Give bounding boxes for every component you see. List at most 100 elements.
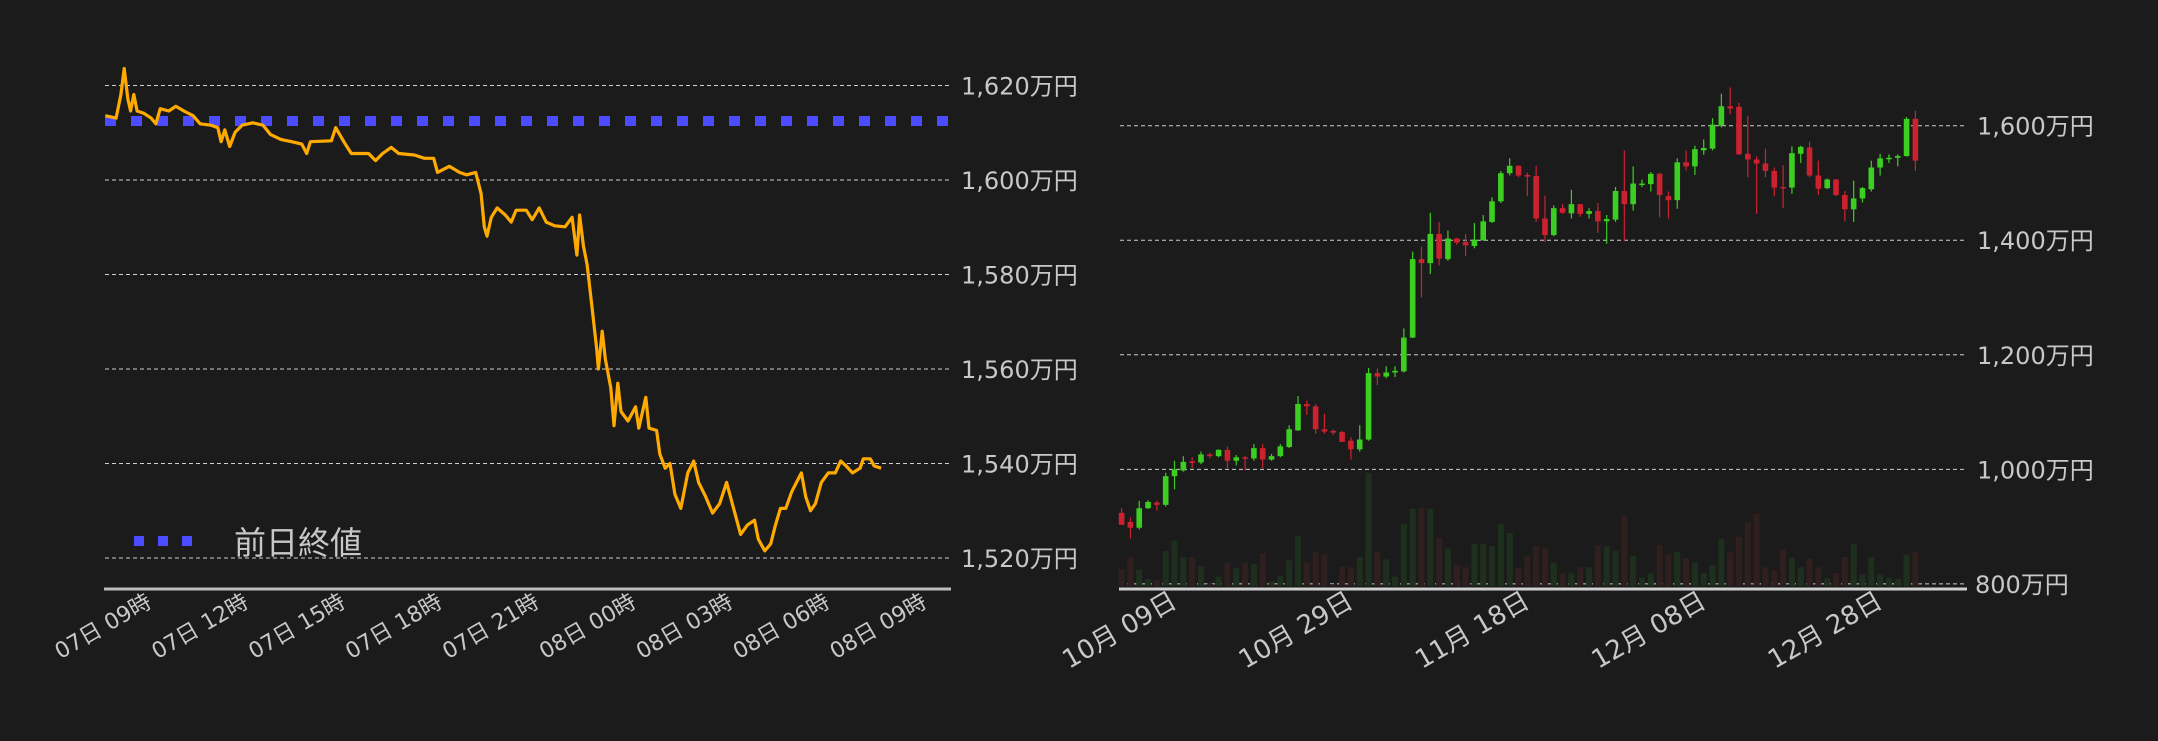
candle-body xyxy=(1365,373,1372,440)
candle-body xyxy=(1692,149,1698,167)
volume-bar xyxy=(1180,556,1187,586)
volume-bar xyxy=(1489,546,1496,586)
candle-body xyxy=(1842,194,1848,210)
candle-body xyxy=(1304,404,1310,407)
volume-bar xyxy=(1647,573,1654,586)
candle-body xyxy=(1877,158,1883,168)
volume-bar xyxy=(1621,515,1628,586)
candle-body xyxy=(1118,512,1125,525)
candle-body xyxy=(1295,404,1301,431)
candle-body xyxy=(1268,456,1275,460)
volume-bar xyxy=(1894,578,1901,586)
volume-bar xyxy=(1594,545,1601,586)
volume-bar xyxy=(1586,567,1593,586)
candle-body xyxy=(1506,165,1513,174)
volume-bar xyxy=(1612,550,1619,586)
volume-bar xyxy=(1224,562,1231,586)
candle-body xyxy=(1745,153,1751,160)
candle-body xyxy=(1833,179,1839,195)
volume-bar xyxy=(1136,569,1143,586)
candle-body xyxy=(1542,218,1548,236)
y-tick-label: 1,400万円 xyxy=(1977,227,2094,255)
volume-bar xyxy=(1295,535,1301,586)
candle-body xyxy=(1162,476,1169,505)
daily-candlestick-chart: 1,600万円 1,400万円 1,200万円 1,000万円 800万円 10月 09日… xyxy=(1058,87,2094,675)
candle-body xyxy=(1207,454,1213,457)
volume-bar xyxy=(1189,556,1196,586)
volume-bar xyxy=(1268,581,1275,586)
volume-bar xyxy=(1788,557,1795,586)
volume-bar xyxy=(1409,508,1416,586)
candle-body xyxy=(1648,173,1654,185)
candle-body xyxy=(1665,196,1672,201)
volume-bar xyxy=(1321,554,1328,586)
volume-bar xyxy=(1339,566,1346,586)
candle-body xyxy=(1392,370,1398,373)
price-line xyxy=(104,66,882,553)
volume-bar xyxy=(1171,540,1178,586)
candle-body xyxy=(1674,162,1681,201)
dotted-line-swatch-icon xyxy=(134,536,204,546)
volume-bar xyxy=(1436,537,1443,586)
volume-bar xyxy=(1418,507,1425,586)
candle-body xyxy=(1603,219,1610,222)
candle-body xyxy=(1797,146,1804,154)
volume-bar xyxy=(1330,584,1337,586)
candle-body xyxy=(1145,501,1151,509)
volume-bar xyxy=(1753,513,1760,586)
volume-bar xyxy=(1877,574,1884,586)
candle-body xyxy=(1824,179,1830,189)
volume-bar xyxy=(1744,522,1751,586)
volume-bar xyxy=(1400,523,1407,586)
volume-bar xyxy=(1356,556,1363,586)
volume-bar xyxy=(1630,556,1637,586)
candle-body xyxy=(1480,221,1487,241)
candle-body xyxy=(1180,461,1187,471)
volume-bar xyxy=(1506,533,1513,586)
x-tick-label: 07日 15時 xyxy=(245,590,350,665)
volume-bar xyxy=(1524,556,1531,586)
volume-bar xyxy=(1541,547,1548,586)
volume-bar xyxy=(1850,543,1857,586)
y-tick-label: 1,520万円 xyxy=(961,545,1078,573)
volume-bar xyxy=(1533,546,1540,586)
volume-bar xyxy=(1250,564,1257,586)
candle-body xyxy=(1683,162,1689,167)
candle-body xyxy=(1251,448,1257,459)
candle-body xyxy=(1806,147,1813,176)
candle-body xyxy=(1700,148,1707,151)
volume-bar xyxy=(1550,562,1557,586)
candle-body xyxy=(1401,337,1407,372)
volume-bar xyxy=(1118,569,1125,586)
candle-body xyxy=(1374,373,1381,377)
volume-bar xyxy=(1559,573,1566,586)
volume-bar xyxy=(1233,568,1240,586)
candle-body xyxy=(1242,457,1248,459)
volume-bar xyxy=(1806,558,1813,586)
volume-bar xyxy=(1471,543,1478,586)
candle-body xyxy=(1815,175,1822,189)
y-tick-label: 1,580万円 xyxy=(961,262,1078,290)
x-tick-label: 12月 08日 xyxy=(1587,586,1711,675)
x-tick-label: 07日 21時 xyxy=(438,590,543,665)
volume-bar xyxy=(1718,539,1725,586)
volume-bar xyxy=(1859,574,1866,586)
x-tick-label: 12月 28日 xyxy=(1763,586,1887,675)
volume-bar xyxy=(1797,567,1804,586)
volume-bar xyxy=(1259,553,1266,586)
x-tick-label: 08日 06時 xyxy=(729,590,834,665)
volume-bar xyxy=(1780,549,1787,586)
candle-body xyxy=(1427,233,1434,264)
candle-body xyxy=(1771,170,1778,188)
legend-label-previous-close: 前日終値 xyxy=(234,524,363,562)
volume-bar xyxy=(1153,580,1160,586)
y-tick-label: 1,600万円 xyxy=(1977,113,2094,141)
candle-body xyxy=(1383,372,1389,377)
volume-bar xyxy=(1912,552,1919,586)
candle-body xyxy=(1912,118,1919,161)
candle-body xyxy=(1780,186,1786,189)
x-tick-label: 10月 29日 xyxy=(1234,586,1358,675)
volume-bar xyxy=(1709,564,1716,586)
candle-body xyxy=(1515,165,1522,176)
